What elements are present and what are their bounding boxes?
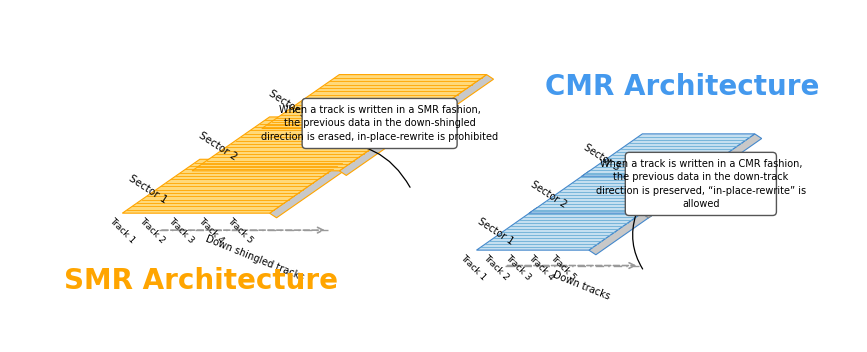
Polygon shape (589, 208, 656, 255)
Text: Sector 1: Sector 1 (127, 173, 169, 205)
Text: Sector 2: Sector 2 (529, 179, 569, 209)
Polygon shape (642, 208, 656, 218)
Polygon shape (477, 208, 649, 250)
Text: Track 2: Track 2 (481, 253, 510, 282)
Polygon shape (192, 117, 417, 171)
Polygon shape (529, 208, 649, 213)
Text: When a track is written in a CMR fashion,
the previous data in the down-track
di: When a track is written in a CMR fashion… (596, 159, 806, 209)
Polygon shape (339, 117, 424, 175)
FancyArrowPatch shape (324, 143, 410, 187)
Polygon shape (582, 171, 702, 176)
Text: Track 4: Track 4 (197, 216, 225, 245)
FancyBboxPatch shape (302, 99, 457, 149)
Text: Track 5: Track 5 (549, 253, 577, 282)
Polygon shape (122, 159, 347, 213)
FancyArrowPatch shape (633, 214, 642, 269)
Text: Track 4: Track 4 (526, 253, 555, 282)
Text: Down shingled tracks: Down shingled tracks (205, 234, 306, 283)
Polygon shape (262, 75, 486, 128)
Text: Track 1: Track 1 (459, 253, 488, 282)
Polygon shape (529, 171, 702, 213)
Text: CMR Architecture: CMR Architecture (544, 73, 819, 101)
Polygon shape (694, 171, 709, 181)
Text: Sector 3: Sector 3 (266, 88, 309, 120)
Text: Sector 2: Sector 2 (197, 131, 238, 163)
Text: Track 2: Track 2 (138, 216, 166, 245)
Polygon shape (642, 171, 709, 218)
Text: SMR Architecture: SMR Architecture (64, 267, 338, 295)
Text: Track 5: Track 5 (225, 216, 255, 245)
Text: When a track is written in a SMR fashion,
the previous data in the down-shingled: When a track is written in a SMR fashion… (261, 105, 499, 142)
Polygon shape (582, 134, 755, 176)
Text: Track 3: Track 3 (166, 216, 196, 245)
Text: Down tracks: Down tracks (551, 269, 611, 301)
Text: Track 3: Track 3 (504, 253, 532, 282)
Text: Sector 1: Sector 1 (476, 216, 516, 246)
Polygon shape (694, 134, 762, 181)
FancyBboxPatch shape (625, 152, 777, 215)
Text: Sector 3: Sector 3 (582, 142, 621, 172)
Polygon shape (270, 159, 354, 218)
Text: Track 1: Track 1 (108, 216, 137, 245)
Polygon shape (409, 75, 493, 133)
